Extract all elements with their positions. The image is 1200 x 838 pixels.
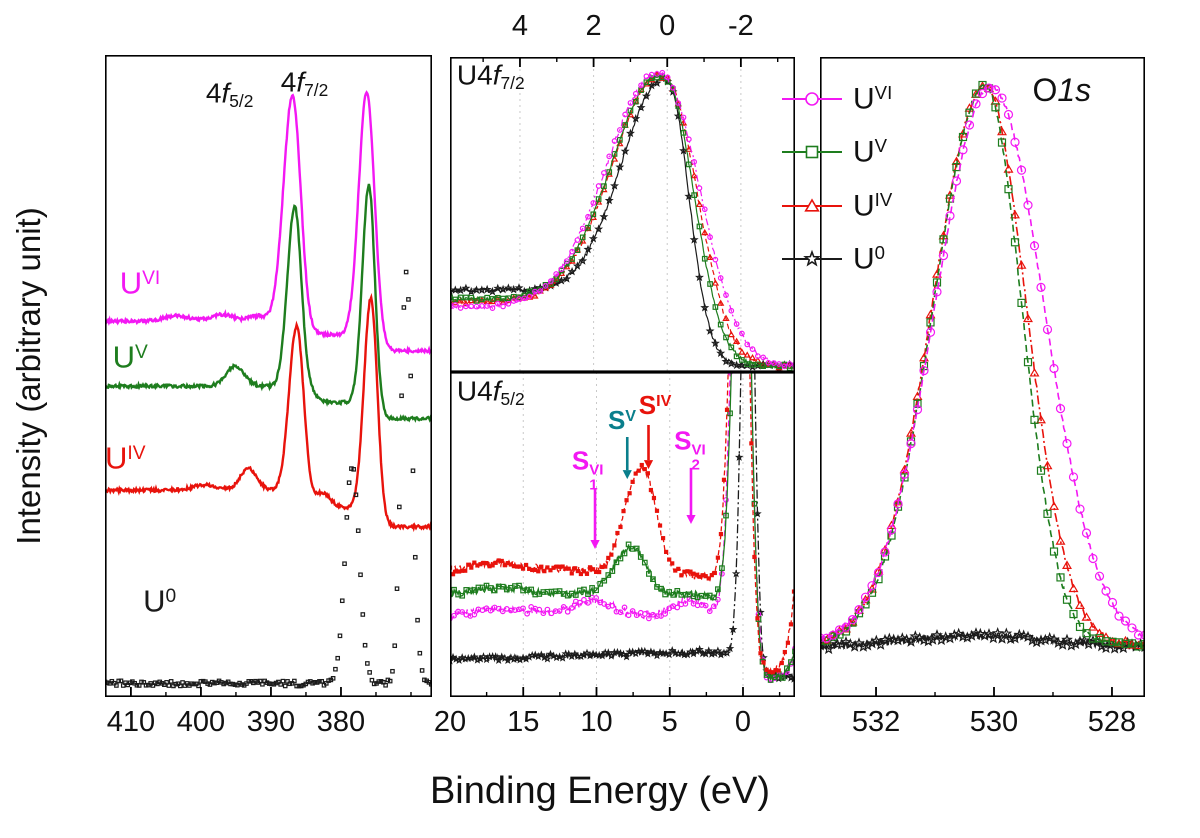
- satellite-arrow-siv: [643, 424, 654, 470]
- tick-label: 380: [316, 706, 366, 738]
- satellite-arrow-s1vi: [590, 488, 600, 550]
- series-U0: [450, 72, 795, 372]
- tick-label: 390: [246, 706, 296, 738]
- series-UV: [450, 74, 795, 371]
- legend-label-uvi: UVI: [853, 82, 893, 116]
- panel-u4f52-detail: 20 15 10 5 0 U4f5/2 S VI 1 SV SIV S VI 2: [434, 372, 795, 738]
- legend-marker-circle-icon: [782, 92, 842, 106]
- tick-label: 10: [580, 706, 613, 738]
- tick-label: 5: [661, 706, 678, 738]
- tick-label: 530: [969, 706, 1019, 738]
- legend-marker-square-icon: [782, 146, 842, 159]
- tick-label: 528: [1087, 706, 1137, 738]
- legend: UVI UV UIV U0: [780, 82, 893, 276]
- y-axis-label: Intensity (arbitrary unit): [10, 207, 47, 545]
- series-UIV: [105, 292, 432, 533]
- legend-marker-star-icon: [782, 249, 842, 267]
- tick-label: 410: [106, 706, 156, 738]
- series-label-uvi: UVI: [119, 265, 161, 301]
- series-label-uiv: UIV: [105, 440, 146, 476]
- tick-label: 532: [851, 706, 901, 738]
- panel-title-u4f52: U4f5/2: [456, 375, 525, 410]
- tick-label: 20: [433, 706, 467, 738]
- peak-label-4f72: 4f7/2: [280, 66, 329, 100]
- satellite-label-s1vi: S VI 1: [571, 445, 604, 494]
- tick-label: 4: [511, 10, 529, 42]
- o1s-label: O1s: [1032, 72, 1092, 109]
- series-UVI: [450, 69, 795, 370]
- tick-label: 15: [507, 706, 540, 738]
- peak-label-4f52: 4f5/2: [205, 77, 254, 111]
- panel-title-u4f72: U4f7/2: [456, 60, 525, 94]
- satellite-label-s2vi: S VI 2: [674, 425, 706, 474]
- x-axis-label: Binding Energy (eV): [429, 770, 771, 812]
- series-label-u0: U0: [143, 583, 177, 619]
- tick-label: 0: [659, 10, 676, 42]
- series-UV: [105, 183, 432, 423]
- tick-label: 2: [585, 10, 602, 42]
- legend-item-uvi: UVI: [780, 82, 893, 116]
- satellite-arrow-sv: [622, 437, 632, 480]
- legend-label-u0: U0: [853, 241, 886, 276]
- satellite-arrow-s2vi: [686, 467, 696, 524]
- tick-label: 0: [734, 706, 752, 738]
- series-U0: [105, 269, 432, 689]
- legend-label-uiv: UIV: [853, 188, 893, 222]
- tick-label: 400: [176, 706, 226, 738]
- panel-o1s: 532 530 528 O1s: [820, 57, 1145, 738]
- legend-marker-triangle-icon: [782, 198, 842, 212]
- series-UIV: [450, 70, 795, 371]
- panel-u4f-survey: 410 400 390 380 4f5/2 4f7/2 UVI UV UIV U0: [105, 55, 432, 738]
- legend-item-uv: UV: [780, 135, 892, 169]
- legend-item-uiv: UIV: [780, 188, 893, 222]
- panel-u4f72-detail: 4 2 0 -2 U4f7/2: [450, 10, 795, 372]
- series-UV: [450, 372, 795, 683]
- legend-label-uv: UV: [853, 135, 888, 169]
- series-label-uv: UV: [112, 339, 148, 375]
- tick-label: -2: [727, 10, 754, 42]
- legend-item-u0: U0: [780, 241, 892, 276]
- satellite-label-siv: SIV: [638, 390, 672, 421]
- series-UIV: [450, 372, 795, 676]
- satellite-label-sv: SV: [607, 405, 637, 436]
- series-UVI: [105, 90, 432, 356]
- series-UVI: [820, 83, 1145, 643]
